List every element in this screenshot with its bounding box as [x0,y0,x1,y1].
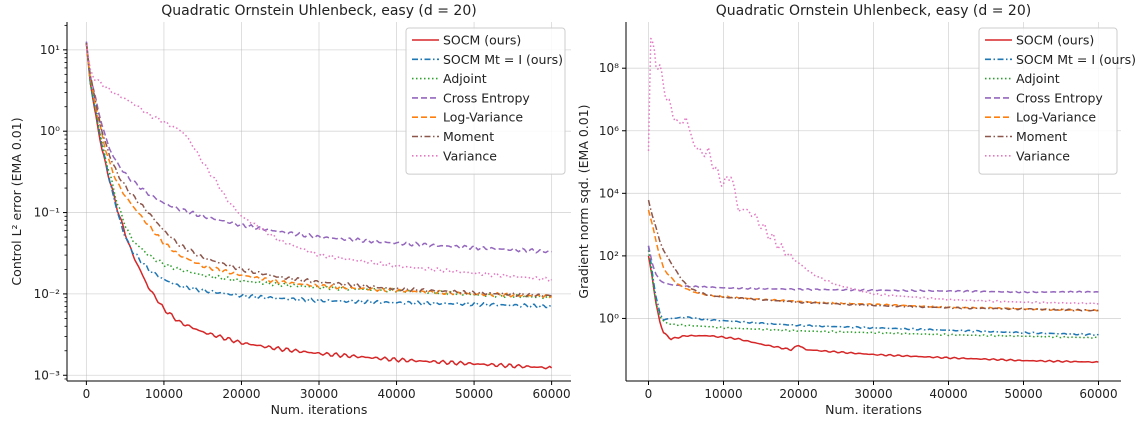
x-axis-label: Num. iterations [271,402,368,417]
x-tick-label: 10000 [145,387,183,401]
x-tick-label: 60000 [1079,387,1117,401]
x-tick-label: 0 [645,387,653,401]
x-tick-label: 20000 [779,387,817,401]
legend-label: Cross Entropy [443,90,530,105]
y-tick-label: 10⁻¹ [34,206,61,220]
legend-label: Variance [1016,148,1070,163]
chart-title: Quadratic Ornstein Uhlenbeck, easy (d = … [716,3,1031,19]
series-line-socm-ours- [85,43,553,370]
legend-label: Log-Variance [443,110,523,125]
chart-panel-2: 0 10000 20000 30000 40000 50000 60000 10⁰ 10² 10⁴… [576,3,1136,417]
y-tick-label: 10¹ [40,43,60,57]
series-line-moment [647,199,1099,312]
y-tick-label: 10⁴ [599,186,619,200]
x-tick-label: 30000 [300,387,338,401]
legend-label: SOCM Mt = I (ours) [1016,52,1136,67]
series-line-variance [647,37,1099,306]
series-line-log-variance [85,44,552,299]
y-tick-label: 10⁰ [40,124,60,138]
y-tick-label: 10⁶ [599,124,619,138]
legend-label: Moment [443,129,494,144]
legend-label: SOCM (ours) [1016,33,1094,48]
series-line-socm-ours- [647,255,1099,364]
x-axis-label: Num. iterations [825,402,922,417]
y-tick-label: 10² [599,249,619,263]
y-tick-label: 10⁻² [34,287,61,301]
chart-title: Quadratic Ornstein Uhlenbeck, easy (d = … [161,3,476,19]
x-tick-label: 0 [83,387,91,401]
series-line-moment [85,42,552,298]
chart-panel-1: 0 10000 20000 30000 40000 50000 60000 10⁻³ 10⁻² 1… [9,3,571,417]
series-line-variance [85,44,553,283]
x-tick-label: 50000 [1004,387,1042,401]
legend: SOCM (ours) SOCM Mt = I (ours) Adjoint Cros… [405,27,566,175]
x-tick-label: 20000 [222,387,260,401]
legend-label: Adjoint [443,71,487,86]
x-tick-label: 30000 [854,387,892,401]
legend-label: Moment [1016,129,1067,144]
x-tick-label: 10000 [704,387,742,401]
x-tick-label: 40000 [377,387,415,401]
legend-label: Adjoint [1016,71,1060,86]
legend-label: Variance [443,148,497,163]
legend-box [405,27,566,175]
series-line-socm-mt-i-ours- [647,245,1099,336]
y-tick-label: 10⁰ [599,311,619,325]
legend-label: SOCM Mt = I (ours) [443,52,563,67]
series-group [647,37,1099,364]
legend-box [978,27,1118,175]
y-tick-label: 10⁻³ [34,368,61,382]
series-line-cross-entropy [647,245,1099,294]
series-group [85,41,553,370]
y-axis-label: Control L² error (EMA 0.01) [9,117,24,285]
legend-label: Cross Entropy [1016,90,1103,105]
legend-label: SOCM (ours) [443,33,521,48]
y-axis-label: Gradient norm sqd. (EMA 0.01) [576,104,591,298]
legend: SOCM (ours) SOCM Mt = I (ours) Adjoint Cros… [978,27,1136,175]
y-tick-label: 10⁸ [599,61,619,75]
legend-label: Log-Variance [1016,110,1096,125]
series-line-cross-entropy [85,41,552,254]
series-line-socm-mt-i-ours- [85,42,552,309]
x-tick-label: 50000 [455,387,493,401]
x-tick-label: 60000 [533,387,571,401]
x-tick-label: 40000 [929,387,967,401]
